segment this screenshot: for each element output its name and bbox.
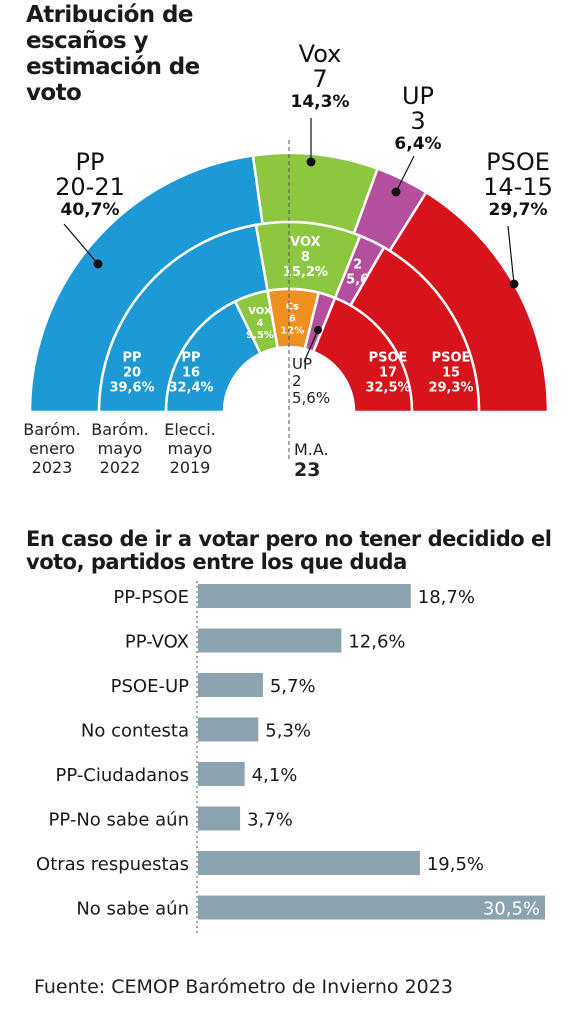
callout-pp-name: PP	[75, 148, 105, 176]
callout-up-name: UP	[401, 82, 435, 110]
callout-vox-seats: 7	[312, 65, 328, 93]
callout-vox-name: Vox	[298, 40, 342, 68]
seg-label-1-up-0: 2	[353, 257, 362, 272]
bar-category-label: PP-Ciudadanos	[56, 765, 190, 786]
seg-label-2-vox-2: 9,5%	[246, 330, 274, 341]
seg-label-2-psoe-1: 17	[379, 366, 397, 381]
bar-value-label: 19,5%	[427, 854, 484, 875]
callout-psoe-name: PSOE	[486, 148, 550, 176]
bar	[198, 673, 263, 697]
bar-category-label: No sabe aún	[76, 899, 189, 920]
leader-up-inner	[303, 329, 319, 363]
callout-psoe-pct: 29,7%	[488, 200, 548, 220]
leader-dot-pp	[93, 259, 103, 269]
bar-category-label: No contesta	[81, 721, 189, 742]
majority-text: M.A.	[294, 440, 329, 459]
seg-label-1-pp-1: 20	[123, 366, 141, 381]
majority-label: M.A. 23	[294, 440, 329, 481]
seg-label-1-psoe-1: 15	[442, 366, 460, 381]
leader-dot-psoe	[509, 279, 519, 289]
seg-label-2-cs-2: 12%	[280, 326, 304, 337]
bar-value-label: 5,7%	[270, 676, 316, 697]
bar-value-label: 4,1%	[252, 765, 298, 786]
seg-label-2-cs-1: 6	[289, 314, 296, 325]
bar-category-label: PP-PSOE	[113, 587, 189, 608]
majority-value: 23	[294, 459, 321, 481]
bar	[198, 806, 241, 831]
seg-2-psoe	[311, 296, 414, 414]
leader-dot-vox	[306, 157, 316, 167]
bar-value-label: 30,5%	[483, 899, 540, 920]
leader-dot-up	[391, 187, 401, 197]
seg-label-1-pp-2: 39,6%	[109, 381, 154, 396]
seg-label-1-pp-0: PP	[122, 351, 141, 366]
seg-label-2-vox-1: 4	[256, 318, 263, 329]
callout-up-pct: 6,4%	[394, 134, 442, 154]
hemicycle-chart: PP2039,6%VOX815,2%25,6PSOE1529,3%PP1632,…	[28, 118, 550, 460]
seg-label-inner-up: UP 2 5,6%	[292, 355, 331, 407]
seg-label-2-cs-0: Cs	[286, 302, 299, 313]
bar	[198, 762, 245, 786]
callout-pp-pct: 40,7%	[60, 200, 120, 220]
bar-category-label: PP-No sabe aún	[49, 810, 189, 831]
bar-value-label: 12,6%	[348, 632, 405, 653]
ring-label-outer: Baróm. enero 2023	[23, 420, 81, 477]
seg-label-1-vox-2: 15,2%	[283, 265, 328, 280]
callout-pp: PP 20-21 40,7%	[40, 150, 140, 221]
leader-psoe	[507, 225, 515, 285]
seg-label-2-psoe-2: 32,5%	[365, 381, 410, 396]
seg-label-2-vox-0: VOX	[248, 306, 272, 317]
seg-label-2-psoe-0: PSOE	[369, 351, 408, 366]
leader-dot-up-inner	[314, 326, 322, 334]
callout-psoe-seats: 14-15	[483, 173, 553, 201]
hemicycle-title: Atribución de escaños y estimación de vo…	[26, 2, 200, 106]
bar-category-label: PSOE-UP	[111, 676, 189, 697]
callout-psoe: PSOE 14-15 29,7%	[468, 150, 568, 221]
bars-title: En caso de ir a votar pero no tener deci…	[26, 527, 552, 574]
bar	[198, 851, 420, 875]
callout-vox-pct: 14,3%	[290, 92, 350, 112]
callout-up: UP 3 6,4%	[378, 84, 458, 155]
bar	[198, 628, 342, 653]
callout-vox: Vox 7 14,3%	[280, 42, 360, 113]
seg-label-2-pp-1: 16	[182, 366, 200, 381]
bar	[198, 584, 411, 608]
seg-label-1-vox-1: 8	[301, 250, 310, 265]
seg-label-2-pp-2: 32,4%	[168, 381, 213, 396]
doubt-bar-chart: PP-PSOE 18,7% PP-VOX 12,6% PSOE-UP 5,7% No con…	[36, 581, 545, 935]
ring-label-middle: Baróm. mayo 2022	[91, 420, 149, 477]
seg-label-2-pp-0: PP	[181, 351, 200, 366]
callout-up-seats: 3	[410, 107, 426, 135]
seg-label-1-vox-0: VOX	[290, 235, 320, 250]
bar-category-label: Otras respuestas	[36, 854, 189, 875]
bar	[198, 895, 545, 920]
bar-value-label: 5,3%	[265, 721, 311, 742]
ring-label-inner: Elecci. mayo 2019	[164, 420, 216, 477]
bar-value-label: 3,7%	[247, 810, 293, 831]
seg-label-1-psoe-2: 29,3%	[428, 381, 473, 396]
bar-category-label: PP-VOX	[125, 632, 189, 653]
source-note: Fuente: CEMOP Barómetro de Invierno 2023	[34, 976, 453, 998]
seg-label-1-psoe-0: PSOE	[432, 351, 471, 366]
bar-value-label: 18,7%	[418, 587, 475, 608]
callout-pp-seats: 20-21	[55, 173, 125, 201]
leader-pp	[63, 223, 99, 265]
leader-up	[395, 155, 415, 193]
bar	[198, 717, 259, 742]
